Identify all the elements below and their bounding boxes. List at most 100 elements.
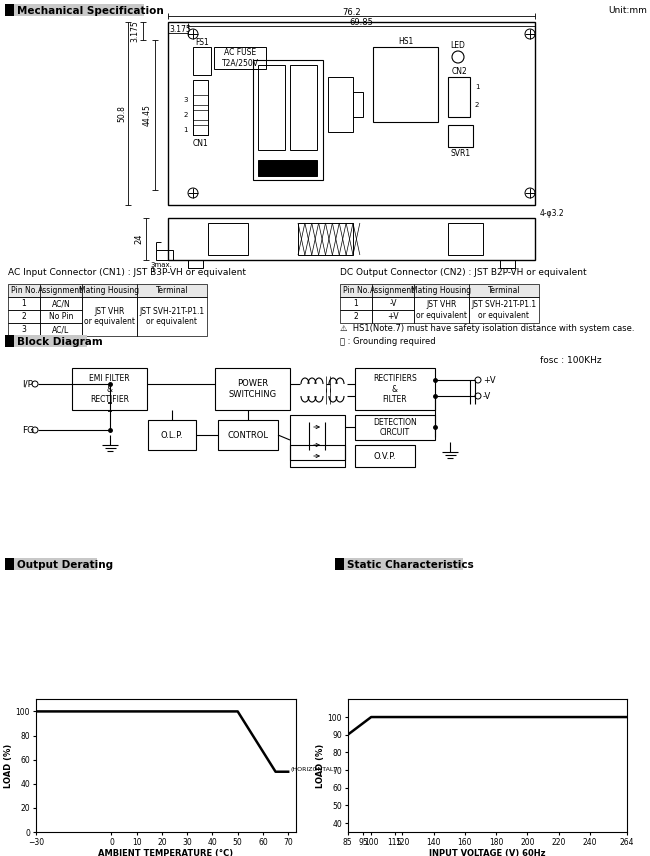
Text: +V: +V bbox=[483, 376, 495, 384]
Bar bbox=[290, 65, 317, 150]
Bar bbox=[373, 47, 438, 122]
Text: Pin No.: Pin No. bbox=[343, 286, 369, 295]
Bar bbox=[335, 558, 463, 570]
Text: 1: 1 bbox=[183, 127, 188, 133]
Text: RECTIFIERS
&
FILTER: RECTIFIERS & FILTER bbox=[373, 374, 417, 404]
Text: 1: 1 bbox=[354, 299, 358, 308]
Bar bbox=[355, 445, 415, 467]
Bar bbox=[335, 558, 344, 570]
Y-axis label: LOAD (%): LOAD (%) bbox=[4, 744, 13, 788]
Text: 76.2: 76.2 bbox=[342, 8, 361, 16]
Bar bbox=[500, 260, 515, 268]
Text: AC/L: AC/L bbox=[53, 325, 70, 334]
Bar bbox=[353, 92, 363, 117]
Text: (HORIZONTAL): (HORIZONTAL) bbox=[291, 767, 337, 772]
Text: JST VHR
or equivalent: JST VHR or equivalent bbox=[84, 306, 135, 326]
Text: 2: 2 bbox=[183, 112, 188, 118]
Text: Pin No.: Pin No. bbox=[10, 286, 37, 295]
Bar bbox=[8, 297, 40, 310]
Text: CONTROL: CONTROL bbox=[227, 431, 268, 439]
Bar bbox=[5, 4, 144, 16]
Bar bbox=[137, 284, 207, 297]
Text: 44.45: 44.45 bbox=[142, 104, 151, 126]
Text: AC Input Connector (CN1) : JST B3P-VH or equivalent: AC Input Connector (CN1) : JST B3P-VH or… bbox=[8, 268, 246, 276]
Bar bbox=[8, 284, 40, 297]
Text: ⯙ : Grounding required: ⯙ : Grounding required bbox=[340, 336, 436, 346]
Bar bbox=[5, 558, 14, 570]
Bar bbox=[214, 47, 266, 69]
Bar bbox=[448, 125, 473, 147]
Bar bbox=[215, 368, 290, 410]
Bar bbox=[148, 420, 196, 450]
Text: POWER
SWITCHING: POWER SWITCHING bbox=[228, 379, 276, 399]
Text: SVR1: SVR1 bbox=[450, 148, 471, 158]
Bar bbox=[193, 95, 208, 105]
Text: DETECTION
CIRCUIT: DETECTION CIRCUIT bbox=[373, 418, 417, 437]
Text: CN2: CN2 bbox=[451, 67, 467, 75]
Text: 3max.: 3max. bbox=[150, 262, 172, 268]
Bar bbox=[208, 223, 248, 255]
Bar bbox=[5, 558, 97, 570]
Bar bbox=[8, 310, 40, 323]
Bar bbox=[168, 22, 535, 205]
Text: 1: 1 bbox=[150, 267, 155, 273]
Bar bbox=[290, 445, 345, 467]
Text: -V: -V bbox=[389, 299, 396, 308]
Text: 4-φ3.2: 4-φ3.2 bbox=[540, 209, 565, 217]
Text: O.V.P.: O.V.P. bbox=[374, 451, 396, 461]
Text: JST VHR
or equivalent: JST VHR or equivalent bbox=[416, 300, 467, 319]
Bar bbox=[193, 80, 208, 135]
Bar bbox=[340, 297, 372, 310]
Bar bbox=[5, 4, 14, 16]
Text: Static Characteristics: Static Characteristics bbox=[347, 560, 474, 570]
Bar bbox=[414, 284, 469, 297]
Bar bbox=[372, 284, 414, 297]
Text: 24: 24 bbox=[135, 234, 144, 244]
Bar bbox=[8, 323, 40, 336]
Bar bbox=[328, 77, 353, 132]
Text: AC FUSE
T2A/250V: AC FUSE T2A/250V bbox=[222, 48, 259, 68]
Bar bbox=[40, 310, 82, 323]
Text: O.L.P.: O.L.P. bbox=[161, 431, 183, 439]
Text: 3: 3 bbox=[183, 97, 188, 103]
Bar bbox=[258, 160, 317, 176]
X-axis label: AMBIENT TEMPERATURE (°C): AMBIENT TEMPERATURE (°C) bbox=[98, 849, 233, 856]
Text: Mating Housing: Mating Housing bbox=[79, 286, 140, 295]
Text: HS1: HS1 bbox=[398, 37, 413, 45]
Text: 69.85: 69.85 bbox=[350, 17, 374, 27]
Bar bbox=[156, 250, 173, 260]
Bar bbox=[340, 310, 372, 323]
Text: 1: 1 bbox=[21, 299, 27, 308]
Text: fosc : 100KHz: fosc : 100KHz bbox=[540, 355, 602, 365]
Bar bbox=[372, 310, 414, 323]
Bar bbox=[218, 420, 278, 450]
Text: 3.175: 3.175 bbox=[131, 21, 140, 42]
Bar bbox=[253, 60, 323, 180]
Text: 50.8: 50.8 bbox=[118, 105, 127, 122]
Text: LED: LED bbox=[450, 40, 465, 50]
Text: Mating Housing: Mating Housing bbox=[411, 286, 471, 295]
Text: JST SVH-21T-P1.1
or equivalent: JST SVH-21T-P1.1 or equivalent bbox=[471, 300, 536, 319]
Bar bbox=[298, 223, 353, 255]
Bar bbox=[258, 65, 285, 150]
Bar bbox=[372, 297, 414, 310]
Text: CN1: CN1 bbox=[192, 139, 209, 147]
Bar bbox=[193, 110, 208, 120]
Bar bbox=[5, 335, 86, 347]
Text: Assignment: Assignment bbox=[38, 286, 84, 295]
Text: Unit:mm: Unit:mm bbox=[608, 5, 647, 15]
Bar bbox=[448, 223, 483, 255]
Text: Terminal: Terminal bbox=[156, 286, 188, 295]
Y-axis label: LOAD (%): LOAD (%) bbox=[316, 744, 325, 788]
Bar bbox=[469, 284, 539, 297]
Text: 2: 2 bbox=[21, 312, 27, 321]
Bar bbox=[82, 297, 137, 336]
Text: 3.175: 3.175 bbox=[169, 25, 191, 33]
Text: 2: 2 bbox=[354, 312, 358, 321]
Text: -V: -V bbox=[483, 391, 491, 401]
Bar bbox=[193, 47, 211, 75]
Bar bbox=[355, 368, 435, 410]
Bar bbox=[40, 284, 82, 297]
Text: 2: 2 bbox=[475, 102, 480, 108]
Bar bbox=[137, 297, 207, 336]
